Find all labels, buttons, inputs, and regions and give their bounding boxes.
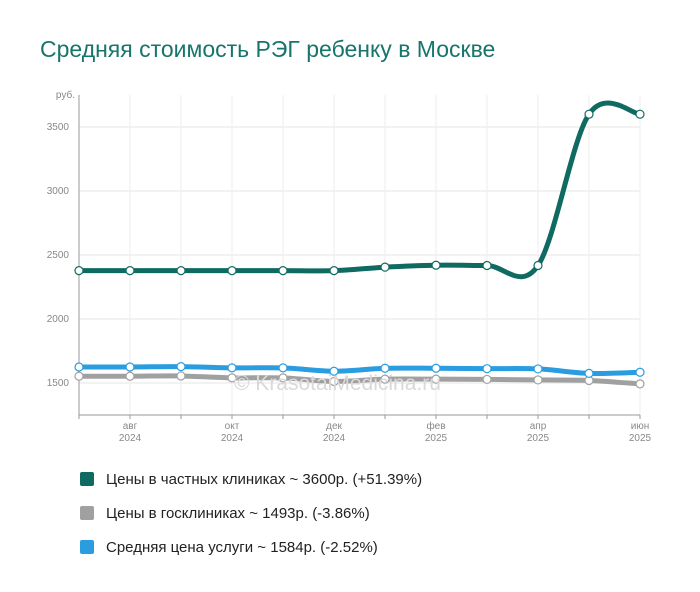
x-tick-label-month: окт [225,421,240,432]
data-point-1-2 [176,371,186,381]
y-tick-label: 3500 [47,122,70,133]
data-point-2-6 [380,363,390,373]
legend-label-state: Цены в госклиниках ~ 1493р. (-3.86%) [106,504,370,522]
legend-item-state[interactable]: Цены в госклиниках ~ 1493р. (-3.86%) [80,496,422,530]
data-point-2-2 [176,362,186,372]
y-unit-label: руб. [56,89,75,101]
data-point-2-11 [635,367,645,377]
x-tick-label-month: фев [426,420,445,432]
data-point-2-9 [533,364,543,374]
y-tick-label: 2500 [47,250,70,261]
chart-title: Средняя стоимость РЭГ ребенку в Москве [40,36,496,62]
data-point-2-4 [278,363,288,373]
data-point-1-7 [431,374,441,384]
data-point-1-6 [380,374,390,384]
data-point-2-10 [584,368,594,378]
data-point-0-6 [380,262,390,272]
data-point-2-3 [227,363,237,373]
data-point-1-1 [125,371,135,381]
data-point-0-1 [125,266,135,276]
data-point-2-0 [74,362,84,372]
data-point-2-5 [329,366,339,376]
legend-swatch-private [80,472,94,486]
data-point-0-3 [227,266,237,276]
x-tick-label-month: апр [530,421,547,432]
legend-item-average[interactable]: Средняя цена услуги ~ 1584р. (-2.52%) [80,530,422,564]
x-tick-label-year: 2025 [527,433,550,444]
legend: Цены в частных клиниках ~ 3600р. (+51.39… [80,462,422,564]
data-point-0-9 [533,260,543,271]
x-tick-label-year: 2024 [323,433,346,444]
data-point-0-11 [635,109,645,119]
legend-label-private: Цены в частных клиниках ~ 3600р. (+51.39… [106,470,423,488]
data-point-0-7 [431,260,441,270]
data-point-0-5 [329,266,339,276]
data-point-1-3 [227,373,237,383]
data-point-0-8 [482,260,492,271]
legend-label-average: Средняя цена услуги ~ 1584р. (-2.52%) [106,538,378,556]
x-tick-label-year: 2025 [629,433,652,444]
x-tick-label-year: 2024 [119,433,142,444]
data-point-0-4 [278,266,288,276]
watermark: © KrasotaiMedicina.ru [234,372,441,395]
data-point-1-11 [635,379,645,389]
x-tick-label-year: 2025 [425,433,448,444]
data-point-1-4 [278,373,288,383]
data-point-0-10 [584,109,594,119]
y-tick-label: 2000 [47,314,70,325]
data-point-1-5 [329,376,339,387]
data-point-1-8 [482,374,492,385]
data-point-0-2 [176,266,186,276]
legend-swatch-state [80,506,94,520]
x-tick-label-month: июн [631,421,650,432]
y-tick-label: 3000 [47,186,70,197]
x-tick-label-month: авг [123,421,138,432]
data-point-2-1 [125,362,135,372]
data-point-1-0 [74,371,84,381]
x-tick-label-year: 2024 [221,433,244,444]
data-point-2-7 [431,363,441,373]
data-point-0-0 [74,266,84,276]
legend-swatch-average [80,540,94,554]
data-point-1-9 [533,375,543,385]
y-tick-label: 1500 [47,378,70,389]
data-point-2-8 [482,364,492,374]
legend-item-private[interactable]: Цены в частных клиниках ~ 3600р. (+51.39… [80,462,422,496]
x-tick-label-month: дек [326,421,342,432]
series-line-0 [76,100,643,280]
